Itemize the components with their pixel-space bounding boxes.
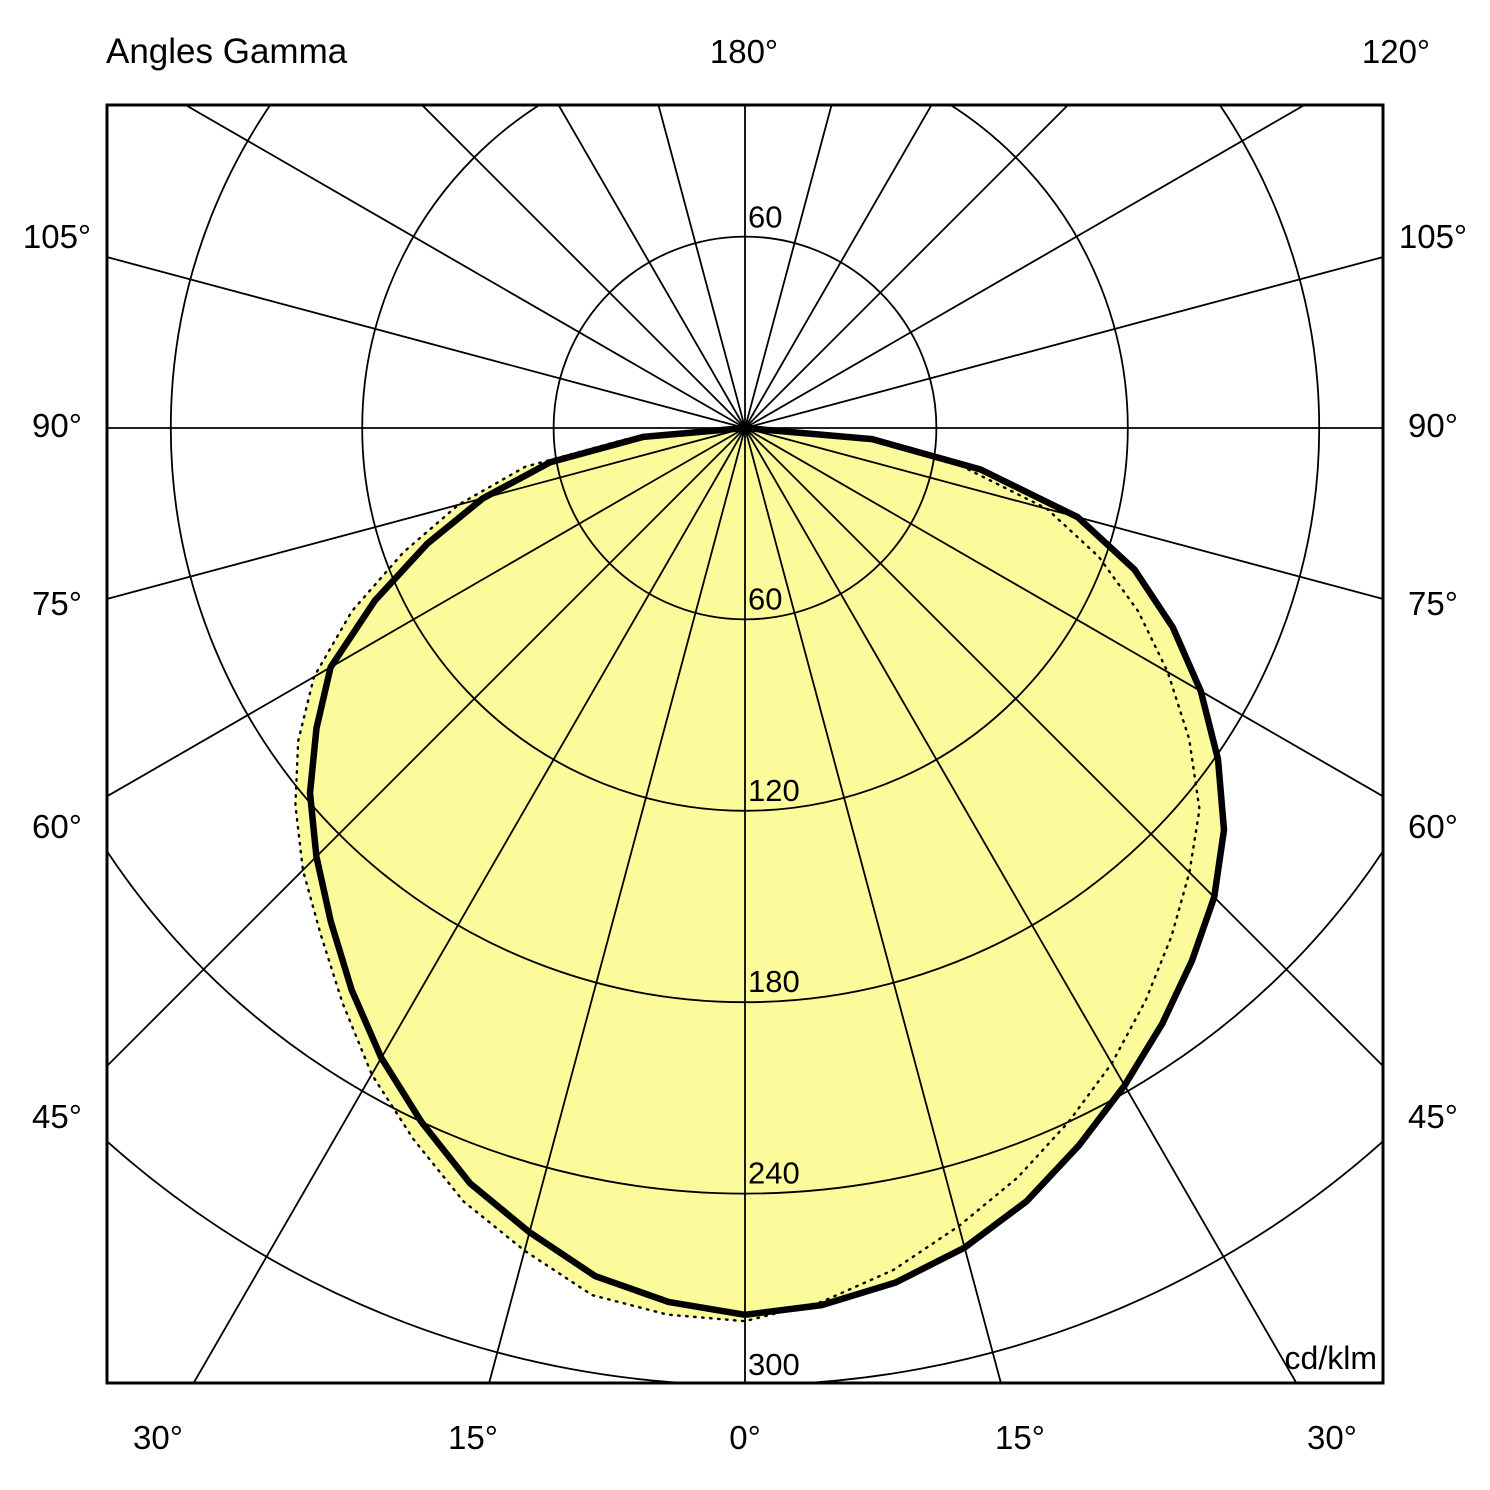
gamma-grid-line [744,105,933,429]
axis-labels: 105° 90° 75° 60° 45° 105° 90° 75° 60° 45° 30° 15° 0°… [23,200,1467,1456]
top-right-angle-label: 120° [1362,33,1430,70]
value-ring-circle [107,849,1383,1195]
gamma-grid-line [744,427,1002,1383]
plot-border [105,103,1385,1385]
gamma-grid-line [107,256,746,429]
gamma-grid-line [488,427,746,1383]
gamma-grid-line [744,427,1383,600]
gamma-grid-line [192,427,746,1383]
gamma-grid-line [744,427,1383,1068]
value-ring-circle [361,105,1129,812]
right-gamma-label: 60° [1408,808,1458,845]
left-gamma-label: 45° [32,1098,82,1135]
value-ring-circle [170,105,1320,1003]
bottom-gamma-label: 0° [729,1419,761,1456]
ring-value-label: 180 [748,964,800,999]
intensity-curves [294,424,1228,1323]
right-gamma-label: 105° [1399,218,1467,255]
gamma-grid-line [744,105,833,429]
solid_curve [306,424,1228,1319]
ring-value-label: 300 [748,1347,800,1382]
ring-value-label: 240 [748,1156,800,1191]
gamma-grid-line [744,105,1070,429]
bottom-gamma-label: 15° [448,1419,498,1456]
unit-label: cd/klm [1285,1340,1377,1376]
gamma-grid-line [744,427,1383,798]
gamma-grid-line [744,427,1298,1383]
gamma-grid-line [744,256,1383,429]
gamma-grid-line [657,105,746,429]
ring-value-label-top: 60 [748,200,782,235]
gamma-grid-line [107,427,746,600]
ring-value-label: 120 [748,773,800,808]
value-ring-circle [552,235,938,621]
left-gamma-label: 90° [32,407,82,444]
gamma-grid-line [107,427,746,1068]
right-gamma-label: 90° [1408,407,1458,444]
top-center-angle-label: 180° [710,33,778,70]
gamma-grid-line [420,105,746,429]
gamma-grid-line [107,427,746,798]
left-gamma-label: 105° [23,218,91,255]
bottom-gamma-label: 30° [1307,1419,1357,1456]
ring-value-label: 60 [748,581,782,616]
gamma-grid-line [744,105,1307,429]
gamma-grid-line [557,105,746,429]
bottom-gamma-label: 30° [133,1419,183,1456]
gamma-grid-line [183,105,746,429]
right-gamma-label: 45° [1408,1098,1458,1135]
bottom-gamma-label: 15° [995,1419,1045,1456]
right-gamma-label: 75° [1408,585,1458,622]
dotted_curve [294,426,1201,1323]
left-gamma-label: 60° [32,808,82,845]
left-gamma-label: 75° [32,585,82,622]
chart-title: Angles Gamma [106,32,348,71]
